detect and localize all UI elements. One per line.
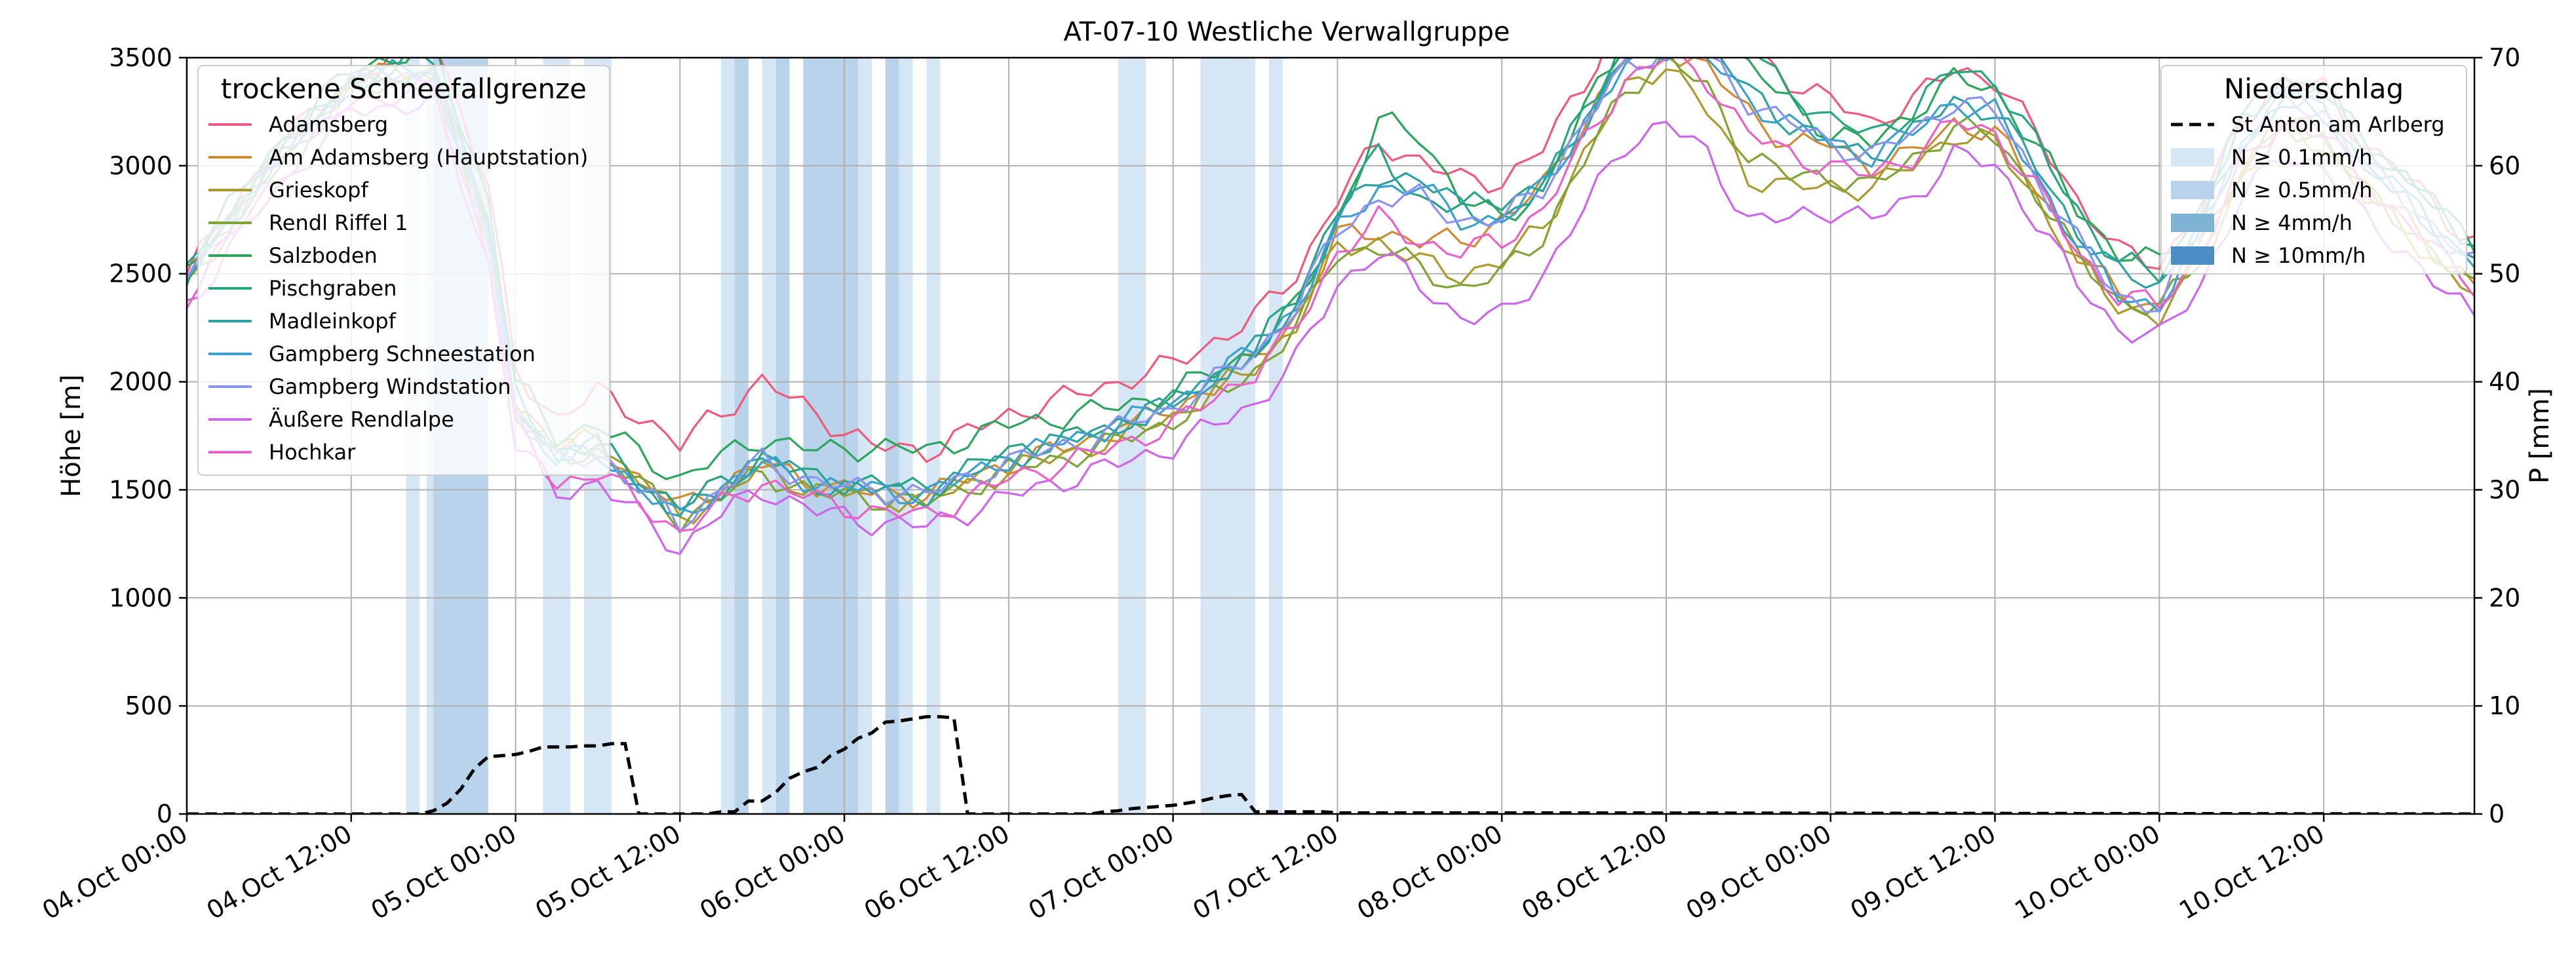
- legend-right-label: N ≥ 0.5mm/h: [2231, 178, 2372, 203]
- chart-title: AT-07-10 Westliche Verwallgruppe: [1064, 17, 1510, 47]
- precipitation-line: [187, 715, 2474, 814]
- precip-series-line: [187, 715, 2474, 814]
- precip-band: [775, 58, 790, 814]
- legend-left-label: Grieskopf: [269, 178, 368, 203]
- legend-left-label: Gampberg Windstation: [269, 374, 511, 399]
- y-axis-label-left: Höhe [m]: [56, 374, 87, 497]
- right-tick-label: 30: [2489, 475, 2520, 504]
- legend-left-label: Pischgraben: [269, 276, 397, 301]
- left-tick-label: 0: [157, 800, 172, 828]
- series-line: [187, 58, 2474, 532]
- precip-band: [762, 58, 776, 814]
- legend-right-frame: [2160, 65, 2467, 275]
- legend-right-label: N ≥ 0.1mm/h: [2231, 145, 2372, 170]
- left-tick-label: 2000: [109, 368, 172, 396]
- legend-right-label: St Anton am Arlberg: [2231, 112, 2445, 137]
- legend-right-swatch: [2171, 246, 2214, 265]
- legend-left-label: Äußere Rendlalpe: [269, 407, 454, 432]
- right-tick-label: 0: [2489, 800, 2505, 828]
- precip-band: [1268, 58, 1283, 814]
- right-tick-label: 10: [2489, 691, 2520, 720]
- precip-band: [1200, 58, 1256, 814]
- precip-band: [899, 58, 913, 814]
- left-tick-label: 3500: [109, 43, 172, 72]
- series-line: [187, 88, 2474, 555]
- legend-right-swatch: [2171, 214, 2214, 232]
- right-axis: 0 10 20 30 40 50 60 70: [2474, 43, 2520, 828]
- legend-left-label: Adamsberg: [269, 112, 388, 137]
- left-axis: 0 500 1000 1500 2000 2500 3000 3500: [109, 43, 187, 828]
- precip-band: [926, 58, 941, 814]
- right-tick-label: 60: [2489, 151, 2520, 180]
- legend-left-label: Salzboden: [269, 243, 378, 268]
- plot-frame: [185, 56, 2476, 815]
- right-tick-label: 70: [2489, 43, 2520, 72]
- legend-left-label: Hochkar: [269, 440, 356, 465]
- legend-left-label: Gampberg Schneestation: [269, 341, 536, 366]
- precip-band: [734, 58, 749, 814]
- right-tick-label: 50: [2489, 260, 2520, 288]
- y-axis-label-right: P [mm]: [2525, 388, 2555, 484]
- legend-right: Niederschlag St Anton am Arlberg N ≥ 0.1m…: [2160, 65, 2467, 275]
- left-tick-label: 1000: [109, 583, 172, 612]
- precip-band: [885, 58, 899, 814]
- left-tick-label: 3000: [109, 151, 172, 180]
- left-tick-label: 1500: [109, 475, 172, 504]
- legend-left-label: Am Adamsberg (Hauptstation): [269, 145, 588, 170]
- legend-left-label: Rendl Riffel 1: [269, 210, 408, 235]
- legend-left-title: trockene Schneefallgrenze: [221, 73, 587, 105]
- right-tick-label: 20: [2489, 583, 2520, 612]
- legend-left: trockene Schneefallgrenze Adamsberg Am Ad…: [197, 65, 610, 476]
- left-tick-label: 2500: [109, 260, 172, 288]
- right-tick-label: 40: [2489, 368, 2520, 396]
- legend-right-swatch: [2171, 181, 2214, 199]
- legend-right-label: N ≥ 4mm/h: [2231, 210, 2352, 235]
- legend-left-frame: [197, 65, 610, 476]
- left-tick-label: 500: [125, 691, 172, 720]
- legend-right-title: Niederschlag: [2224, 73, 2404, 105]
- legend-right-swatch: [2171, 148, 2214, 166]
- legend-right-label: N ≥ 10mm/h: [2231, 243, 2366, 268]
- legend-left-label: Madleinkopf: [269, 309, 397, 334]
